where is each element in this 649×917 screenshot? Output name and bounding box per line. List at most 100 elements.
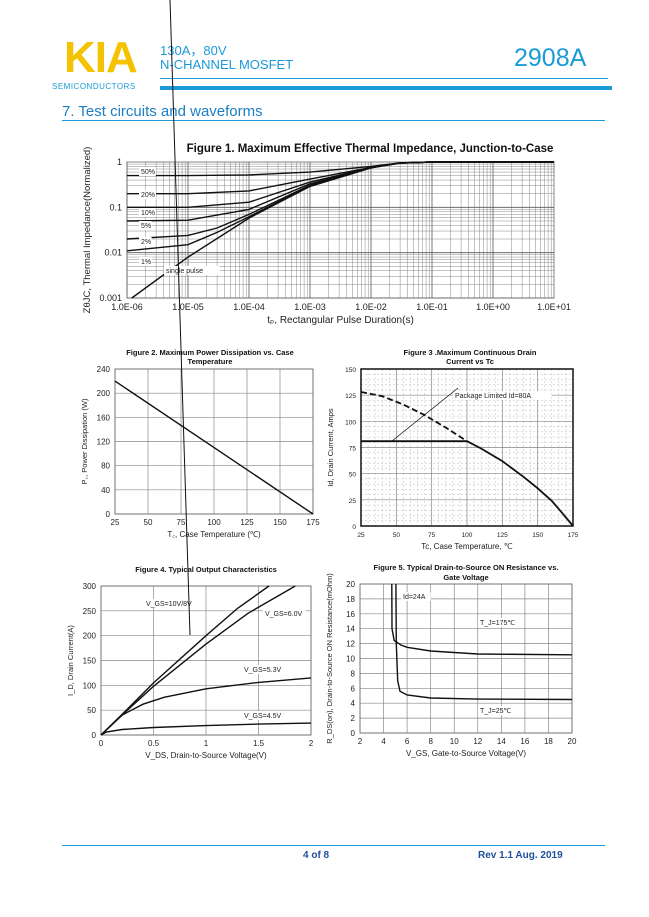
label-bg (453, 391, 552, 400)
x-tick-label: 1.0E-06 (111, 302, 143, 312)
fig3-title: Current vs Tc (446, 357, 494, 366)
x-tick-label: 1.0E+00 (476, 302, 510, 312)
y-tick-label: 20 (346, 580, 355, 589)
y-tick-label: 150 (83, 657, 97, 666)
x-tick-label: 1.0E+01 (537, 302, 571, 312)
fig5-title: Figure 5. Typical Drain-to-Source ON Res… (374, 563, 559, 572)
series-label: 20% (141, 192, 155, 199)
y-tick-label: 0 (352, 524, 356, 531)
y-tick-label: 120 (97, 438, 111, 447)
x-tick-label: 25 (357, 532, 365, 539)
x-tick-label: 20 (568, 737, 577, 746)
revision: Rev 1.1 Aug. 2019 (478, 850, 563, 861)
y-tick-label: 150 (345, 367, 356, 374)
series-line (100, 677, 312, 736)
label-bg (139, 208, 156, 217)
series-label: 50% (141, 169, 155, 176)
y-tick-label: 0.001 (99, 293, 122, 303)
plot-frame (359, 583, 573, 734)
label-bg (139, 237, 152, 246)
section-underline (62, 120, 605, 121)
logo-subtitle: SEMICONDUCTORS (52, 82, 136, 91)
series-label: single pulse (166, 268, 203, 275)
fig1-chart: Figure 1. Maximum Effective Thermal Impe… (82, 143, 571, 326)
label-bg (139, 167, 156, 176)
x-tick-label: 1.5 (253, 739, 265, 748)
x-tick-label: 16 (520, 737, 529, 746)
y-tick-label: 0.01 (104, 248, 122, 258)
x-tick-label: 18 (544, 737, 553, 746)
fig5-title: Gate Voltage (443, 573, 488, 582)
series-line (114, 380, 314, 515)
series-line (126, 161, 554, 222)
fig2-title: Figure 2. Maximum Power Dissipation vs. … (126, 348, 294, 357)
x-tick-label: 75 (177, 518, 186, 527)
label-bg (139, 190, 156, 199)
x-tick-label: 25 (111, 518, 120, 527)
y-tick-label: 100 (83, 681, 97, 690)
y-tick-label: 125 (345, 393, 356, 400)
x-tick-label: 125 (497, 532, 508, 539)
y-axis-label: P꜀, Power Dissipation (W) (80, 398, 89, 484)
series-label: T_J=175℃ (480, 620, 515, 627)
y-axis-label: Id, Drain Current, Amps (326, 408, 335, 487)
annotation-label: Package Limited Id=80A (455, 393, 531, 400)
x-tick-label: 100 (462, 532, 473, 539)
x-tick-label: 2 (309, 739, 314, 748)
label-bg (139, 257, 152, 266)
x-tick-label: 4 (381, 737, 386, 746)
label-bg (263, 609, 306, 618)
x-axis-label: V_GS, Gate-to-Source Voltage(V) (406, 749, 526, 758)
footer-divider (62, 845, 605, 846)
x-tick-label: 150 (273, 518, 287, 527)
x-tick-label: 50 (393, 532, 401, 539)
plot-frame (114, 368, 314, 515)
spec-rating: 130A，80V (160, 43, 227, 58)
y-axis-label: R_DS(on), Drain-to-Source ON Resistance(… (325, 573, 334, 744)
plot-frame (360, 368, 574, 527)
series-label: 5% (141, 223, 151, 230)
label-bg (478, 618, 517, 627)
y-tick-label: 8 (351, 669, 356, 678)
label-bg (242, 665, 285, 674)
kia-logo: KIA (64, 33, 138, 82)
series-label: V_GS=6.0V (265, 611, 302, 618)
y-tick-label: 240 (97, 365, 111, 374)
part-number: 2908A (514, 44, 587, 72)
series-label: V_GS=10V/8V (146, 601, 192, 608)
y-tick-label: 14 (346, 625, 355, 634)
x-tick-label: 8 (428, 737, 433, 746)
x-tick-label: 10 (450, 737, 459, 746)
y-tick-label: 0 (106, 510, 111, 519)
y-tick-label: 50 (349, 472, 357, 479)
y-tick-label: 2 (351, 714, 356, 723)
header-divider-thin (160, 78, 608, 79)
y-tick-label: 50 (87, 706, 96, 715)
series-line (391, 583, 573, 656)
x-tick-label: 1.0E-03 (294, 302, 326, 312)
series-label: 10% (141, 210, 155, 217)
series-line (360, 391, 468, 442)
y-tick-label: 0.1 (109, 202, 122, 212)
header-divider-thick (160, 86, 612, 90)
x-tick-label: 0 (99, 739, 104, 748)
section-title: 7. Test circuits and waveforms (62, 103, 263, 120)
fig3-chart: Figure 3 .Maximum Continuous DrainCurren… (326, 348, 579, 551)
y-tick-label: 10 (346, 655, 355, 664)
x-tick-label: 175 (306, 518, 320, 527)
x-tick-label: 125 (240, 518, 254, 527)
spec-type: N-CHANNEL MOSFET (160, 57, 294, 72)
fig4-chart: Figure 4. Typical Output Characteristics… (66, 0, 314, 760)
y-tick-label: 250 (83, 607, 97, 616)
y-tick-label: 100 (345, 419, 356, 426)
annotation-arrow (169, 0, 191, 636)
series-label: T_J=25℃ (480, 708, 512, 715)
x-tick-label: 1 (204, 739, 209, 748)
series-label: V_GS=5.3V (244, 667, 281, 674)
x-axis-label: tₚ, Rectangular Pulse Duration(s) (267, 315, 414, 326)
series-label: V_GS=4.5V (244, 713, 281, 720)
annotation-leader (391, 387, 459, 442)
y-tick-label: 40 (101, 486, 110, 495)
y-tick-label: 0 (92, 731, 97, 740)
